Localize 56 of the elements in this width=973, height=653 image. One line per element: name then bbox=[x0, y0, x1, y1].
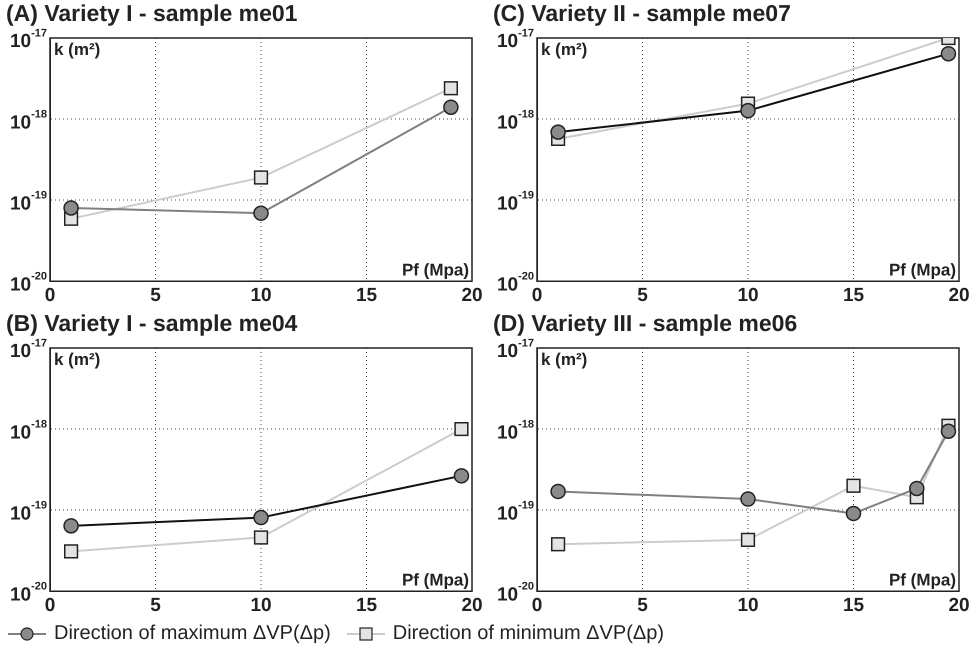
point bbox=[550, 124, 566, 140]
point bbox=[444, 81, 458, 96]
x-tick-label: 15 bbox=[842, 284, 864, 306]
x-tick-label: 5 bbox=[150, 594, 162, 616]
x-tick-label: 20 bbox=[461, 594, 483, 616]
x-tick-label: 0 bbox=[532, 594, 542, 616]
x-tick-label: 0 bbox=[44, 594, 56, 616]
point bbox=[740, 532, 756, 547]
x-tick-label: 10 bbox=[737, 284, 759, 306]
point bbox=[846, 506, 862, 522]
x-tick-label: 15 bbox=[356, 594, 378, 616]
x-tick-label: 20 bbox=[948, 594, 970, 616]
y-axis-title: k (m²) bbox=[54, 350, 100, 370]
x-tick-label: 5 bbox=[637, 594, 648, 616]
y-axis-title: k (m²) bbox=[54, 40, 100, 60]
point bbox=[940, 46, 956, 62]
point bbox=[909, 480, 925, 496]
x-tick-label: 5 bbox=[150, 284, 162, 306]
point bbox=[846, 478, 861, 493]
x-tick-label: 10 bbox=[737, 594, 759, 616]
point bbox=[550, 484, 566, 500]
chart-title: (D) Variety III - sample me06 bbox=[492, 310, 798, 336]
y-axis-title: k (m²) bbox=[541, 350, 588, 370]
x-axis-title: Pf (Mpa) bbox=[402, 570, 469, 590]
chart-title: (B) Variety I - sample me04 bbox=[5, 310, 298, 336]
x-tick-label: 5 bbox=[637, 284, 648, 306]
x-tick-label: 10 bbox=[250, 594, 272, 616]
x-tick-label: 20 bbox=[948, 284, 970, 306]
point bbox=[63, 518, 79, 534]
legend-label: Direction of maximum ΔVP(Δp) bbox=[54, 622, 331, 644]
x-tick-label: 0 bbox=[44, 284, 56, 306]
point bbox=[254, 530, 268, 545]
x-tick-label: 10 bbox=[250, 284, 272, 306]
point bbox=[550, 537, 566, 552]
point bbox=[740, 102, 756, 118]
point bbox=[254, 170, 268, 185]
legend-label: Direction of minimum ΔVP(Δp) bbox=[392, 622, 664, 644]
x-axis-title: Pf (Mpa) bbox=[402, 260, 469, 280]
x-tick-label: 15 bbox=[356, 284, 378, 306]
point bbox=[253, 205, 269, 221]
x-axis-title: Pf (Mpa) bbox=[888, 570, 956, 590]
x-tick-label: 0 bbox=[532, 284, 542, 306]
point bbox=[740, 491, 756, 507]
y-axis-title: k (m²) bbox=[541, 40, 588, 60]
x-axis-title: Pf (Mpa) bbox=[888, 260, 956, 280]
x-tick-label: 20 bbox=[461, 284, 483, 306]
point bbox=[443, 99, 459, 115]
x-tick-label: 15 bbox=[842, 594, 864, 616]
point bbox=[940, 423, 956, 439]
point bbox=[454, 468, 470, 484]
chart-title: (A) Variety I - sample me01 bbox=[5, 0, 298, 26]
point bbox=[63, 200, 79, 216]
chart-title: (C) Variety II - sample me07 bbox=[492, 0, 792, 26]
point bbox=[253, 510, 269, 526]
point bbox=[454, 422, 469, 436]
point bbox=[64, 544, 78, 558]
